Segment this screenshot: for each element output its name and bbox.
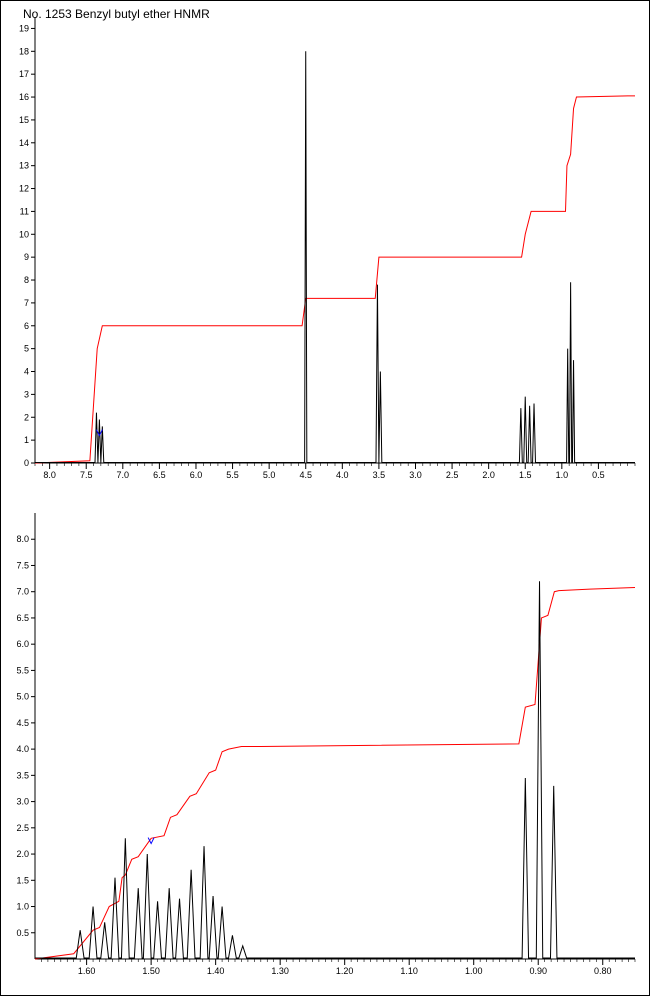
svg-text:5.5: 5.5 — [226, 470, 239, 480]
svg-text:3.0: 3.0 — [16, 797, 29, 807]
svg-text:5.0: 5.0 — [263, 470, 276, 480]
svg-text:1.30: 1.30 — [271, 966, 289, 976]
svg-text:7: 7 — [24, 298, 29, 308]
spectrum-trace — [35, 51, 635, 462]
svg-text:9: 9 — [24, 252, 29, 262]
svg-text:18: 18 — [19, 46, 29, 56]
svg-text:1.60: 1.60 — [78, 966, 96, 976]
svg-text:6.0: 6.0 — [190, 470, 203, 480]
svg-text:2.5: 2.5 — [16, 823, 29, 833]
svg-text:0.5: 0.5 — [592, 470, 605, 480]
integral-curve — [35, 96, 635, 463]
svg-text:8.0: 8.0 — [16, 534, 29, 544]
svg-text:7.0: 7.0 — [16, 587, 29, 597]
svg-text:7.5: 7.5 — [16, 560, 29, 570]
svg-text:1: 1 — [24, 435, 29, 445]
svg-text:4.5: 4.5 — [16, 718, 29, 728]
svg-text:4.0: 4.0 — [16, 744, 29, 754]
svg-text:1.00: 1.00 — [465, 966, 483, 976]
svg-text:11: 11 — [20, 206, 29, 216]
svg-text:16: 16 — [19, 92, 29, 102]
nmr-zoom-spectrum: 0.5 1.0 1.5 2.0 2.5 3.0 3.5 4.0 4.5 5.0 5.5 6.0 6.5 7… — [9, 509, 639, 979]
svg-text:0: 0 — [24, 458, 29, 468]
svg-text:5.5: 5.5 — [16, 665, 29, 675]
svg-text:19: 19 — [19, 23, 29, 33]
integral-curve — [35, 588, 635, 959]
svg-text:0.80: 0.80 — [594, 966, 612, 976]
svg-text:2.0: 2.0 — [482, 470, 495, 480]
svg-text:12: 12 — [19, 184, 29, 194]
svg-text:2: 2 — [24, 412, 29, 422]
svg-text:1.5: 1.5 — [16, 875, 29, 885]
svg-text:1.10: 1.10 — [400, 966, 418, 976]
svg-text:6.5: 6.5 — [153, 470, 166, 480]
svg-text:3.0: 3.0 — [409, 470, 422, 480]
svg-text:17: 17 — [19, 69, 29, 79]
svg-text:1.5: 1.5 — [519, 470, 532, 480]
svg-text:6: 6 — [24, 321, 29, 331]
svg-text:1.0: 1.0 — [16, 902, 29, 912]
svg-text:14: 14 — [19, 138, 29, 148]
svg-text:7.5: 7.5 — [80, 470, 93, 480]
svg-text:1.50: 1.50 — [142, 966, 160, 976]
svg-text:1.20: 1.20 — [336, 966, 354, 976]
svg-text:7.0: 7.0 — [117, 470, 130, 480]
svg-text:13: 13 — [19, 161, 29, 171]
svg-text:3.5: 3.5 — [16, 770, 29, 780]
page: No. 1253 Benzyl butyl ether HNMR 0123456… — [0, 0, 650, 996]
svg-text:1.0: 1.0 — [556, 470, 569, 480]
svg-text:6.5: 6.5 — [16, 613, 29, 623]
svg-text:5: 5 — [24, 344, 29, 354]
svg-text:0.5: 0.5 — [16, 928, 29, 938]
svg-text:15: 15 — [19, 115, 29, 125]
spectrum-trace — [35, 581, 635, 958]
svg-text:2.5: 2.5 — [446, 470, 459, 480]
svg-text:6.0: 6.0 — [16, 639, 29, 649]
svg-text:5.0: 5.0 — [16, 692, 29, 702]
svg-text:3.5: 3.5 — [373, 470, 386, 480]
svg-text:2.0: 2.0 — [16, 849, 29, 859]
svg-text:4.0: 4.0 — [336, 470, 349, 480]
svg-text:3: 3 — [24, 389, 29, 399]
svg-text:10: 10 — [19, 229, 29, 239]
svg-text:8.0: 8.0 — [43, 470, 56, 480]
nmr-full-spectrum: 0123456789101112131415161718198.07.57.06… — [9, 13, 639, 483]
svg-text:0.90: 0.90 — [529, 966, 547, 976]
svg-text:8: 8 — [24, 275, 29, 285]
svg-text:4: 4 — [24, 367, 29, 377]
svg-text:1.40: 1.40 — [207, 966, 225, 976]
svg-text:4.5: 4.5 — [299, 470, 312, 480]
